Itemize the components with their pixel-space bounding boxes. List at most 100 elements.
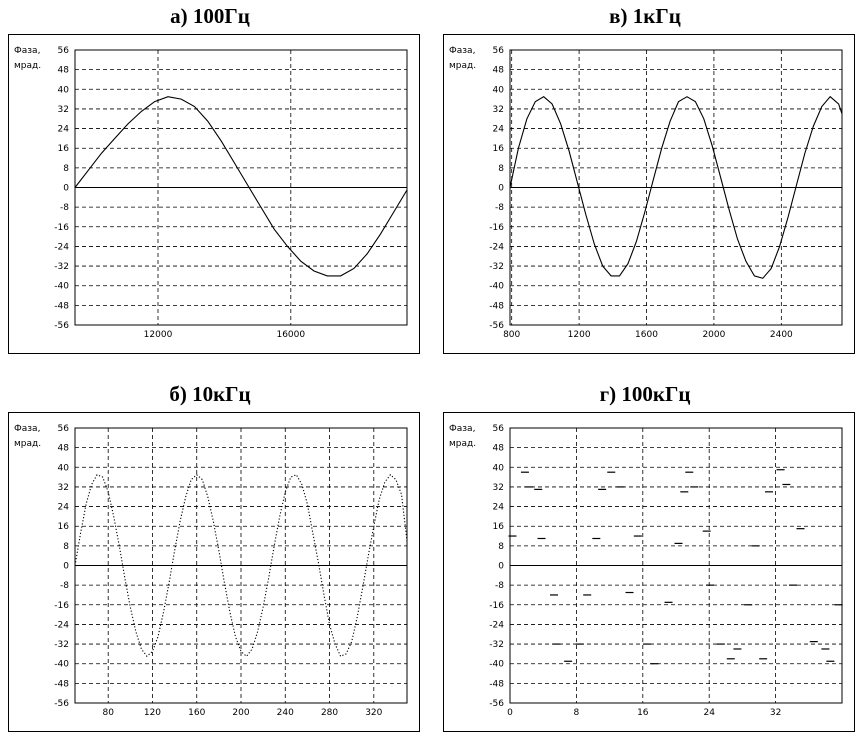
- y-tick-label-d-4: 24: [493, 503, 505, 513]
- y-tick-label-c-4: 24: [58, 503, 70, 513]
- y-tick-label-d-3: 32: [493, 483, 504, 493]
- y-tick-label-a-9: -16: [54, 223, 69, 233]
- chart-panel-a: Фаза, мрад. 56 48 40 32 24 16 8 0 -8 -16 -24 -32 -40 -4…: [8, 34, 420, 354]
- chart-title-a: а) 100Гц: [170, 4, 250, 28]
- x-tick-label-d-3: 24: [703, 708, 715, 718]
- y-tick-label-d-12: -40: [489, 660, 504, 670]
- x-tick-label-c-5: 280: [321, 708, 338, 718]
- x-tick-label-d-1: 8: [574, 708, 580, 718]
- y-tick-label-a-11: -32: [54, 262, 69, 272]
- x-tick-label-b-3: 2000: [702, 330, 725, 340]
- y-tick-label-d-13: -48: [489, 679, 504, 689]
- y-axis-label-a-0: Фаза,: [14, 46, 40, 56]
- x-tick-label-d-2: 16: [637, 708, 649, 718]
- chart-panel-c: Фаза, мрад. 56 48 40 32 24 16 8 0 -8 -16 -24 -32 -40 -4…: [8, 412, 420, 732]
- y-tick-label-a-12: -40: [54, 282, 69, 292]
- y-tick-label-b-5: 16: [493, 144, 505, 154]
- y-tick-label-c-14: -56: [54, 699, 69, 709]
- y-tick-label-b-13: -48: [489, 301, 504, 311]
- y-axis-label-d-0: Фаза,: [449, 424, 475, 434]
- y-tick-label-d-11: -32: [489, 640, 504, 650]
- y-tick-label-c-6: 8: [63, 542, 69, 552]
- chart-panel-b: Фаза, мрад. 56 48 40 32 24 16 8 0 -8 -16 -24 -32 -40 -4…: [443, 34, 855, 354]
- chart-panel-d: Фаза, мрад. 56 48 40 32 24 16 8 0 -8 -16 -24 -32 -40 -4…: [443, 412, 855, 732]
- y-tick-label-a-3: 32: [58, 105, 69, 115]
- y-tick-label-a-13: -48: [54, 301, 69, 311]
- chart-svg-b: Фаза, мрад. 56 48 40 32 24 16 8 0 -8 -16 -24 -32 -40 -4…: [449, 46, 843, 340]
- y-axis-label-b-1: мрад.: [449, 61, 476, 71]
- y-tick-label-c-9: -16: [54, 601, 69, 611]
- x-tick-label-b-2: 1600: [635, 330, 658, 340]
- chart-title-c: б) 10кГц: [169, 382, 251, 406]
- y-tick-label-b-2: 40: [493, 85, 505, 95]
- y-tick-label-a-1: 48: [58, 66, 70, 76]
- plot-area-d: [509, 427, 843, 704]
- y-tick-label-a-7: 0: [63, 184, 69, 194]
- series-line-b-0: [509, 95, 843, 279]
- x-tick-label-b-1: 1200: [568, 330, 591, 340]
- chart-svg-d: Фаза, мрад. 56 48 40 32 24 16 8 0 -8 -16 -24 -32 -40 -4…: [449, 424, 843, 718]
- x-tick-label-a-1: 16000: [276, 330, 305, 340]
- y-axis-label-a-1: мрад.: [14, 61, 41, 71]
- y-tick-label-d-8: -8: [495, 581, 504, 591]
- chart-title-d: г) 100кГц: [599, 382, 691, 406]
- y-tick-label-b-14: -56: [489, 321, 504, 331]
- y-tick-label-d-1: 48: [493, 444, 505, 454]
- y-tick-label-a-4: 24: [58, 125, 70, 135]
- x-tick-label-c-6: 320: [365, 708, 382, 718]
- y-tick-label-b-8: -8: [495, 203, 504, 213]
- x-tick-label-a-0: 12000: [144, 330, 173, 340]
- y-tick-label-b-9: -16: [489, 223, 504, 233]
- series-line-a-0: [74, 96, 408, 277]
- y-tick-label-c-8: -8: [60, 581, 69, 591]
- y-tick-label-c-10: -24: [54, 620, 69, 630]
- x-tick-label-c-2: 160: [188, 708, 205, 718]
- y-tick-label-a-8: -8: [60, 203, 69, 213]
- x-tick-label-d-0: 0: [507, 708, 513, 718]
- y-tick-label-a-14: -56: [54, 321, 69, 331]
- y-tick-label-d-7: 0: [498, 562, 504, 572]
- chart-title-b: в) 1кГц: [609, 4, 681, 28]
- y-tick-label-c-13: -48: [54, 679, 69, 689]
- chart-svg-c: Фаза, мрад. 56 48 40 32 24 16 8 0 -8 -16 -24 -32 -40 -4…: [14, 424, 408, 718]
- y-tick-label-d-9: -16: [489, 601, 504, 611]
- y-tick-label-d-5: 16: [493, 522, 505, 532]
- y-axis-label-c-0: Фаза,: [14, 424, 40, 434]
- y-axis-label-d-1: мрад.: [449, 439, 476, 449]
- x-tick-label-b-4: 2400: [770, 330, 793, 340]
- y-axis-label-c-1: мрад.: [14, 439, 41, 449]
- y-tick-label-a-0: 56: [58, 46, 70, 56]
- y-tick-label-b-4: 24: [493, 125, 505, 135]
- chart-svg-a: Фаза, мрад. 56 48 40 32 24 16 8 0 -8 -16 -24 -32 -40 -4…: [14, 46, 408, 340]
- y-tick-label-a-5: 16: [58, 144, 70, 154]
- y-tick-label-b-3: 32: [493, 105, 504, 115]
- y-tick-label-b-7: 0: [498, 184, 504, 194]
- y-tick-label-c-0: 56: [58, 424, 70, 434]
- y-tick-label-c-11: -32: [54, 640, 69, 650]
- y-tick-label-c-2: 40: [58, 463, 70, 473]
- y-tick-label-a-2: 40: [58, 85, 70, 95]
- x-tick-label-c-4: 240: [277, 708, 294, 718]
- y-tick-label-d-0: 56: [493, 424, 505, 434]
- y-tick-label-d-2: 40: [493, 463, 505, 473]
- y-tick-label-c-5: 16: [58, 522, 70, 532]
- y-tick-label-b-10: -24: [489, 242, 504, 252]
- y-tick-label-c-12: -40: [54, 660, 69, 670]
- y-tick-label-d-14: -56: [489, 699, 504, 709]
- x-tick-label-d-4: 32: [770, 708, 781, 718]
- y-tick-label-c-3: 32: [58, 483, 69, 493]
- x-tick-label-c-1: 120: [144, 708, 161, 718]
- y-tick-label-b-1: 48: [493, 66, 505, 76]
- y-tick-label-a-10: -24: [54, 242, 69, 252]
- y-tick-label-d-10: -24: [489, 620, 504, 630]
- x-tick-label-c-3: 200: [232, 708, 249, 718]
- y-tick-label-b-11: -32: [489, 262, 504, 272]
- y-tick-label-c-1: 48: [58, 444, 70, 454]
- y-tick-label-b-0: 56: [493, 46, 505, 56]
- x-tick-label-b-0: 800: [503, 330, 520, 340]
- y-axis-label-b-0: Фаза,: [449, 46, 475, 56]
- y-tick-label-a-6: 8: [63, 164, 69, 174]
- y-tick-label-b-12: -40: [489, 282, 504, 292]
- y-tick-label-c-7: 0: [63, 562, 69, 572]
- y-tick-label-d-6: 8: [498, 542, 504, 552]
